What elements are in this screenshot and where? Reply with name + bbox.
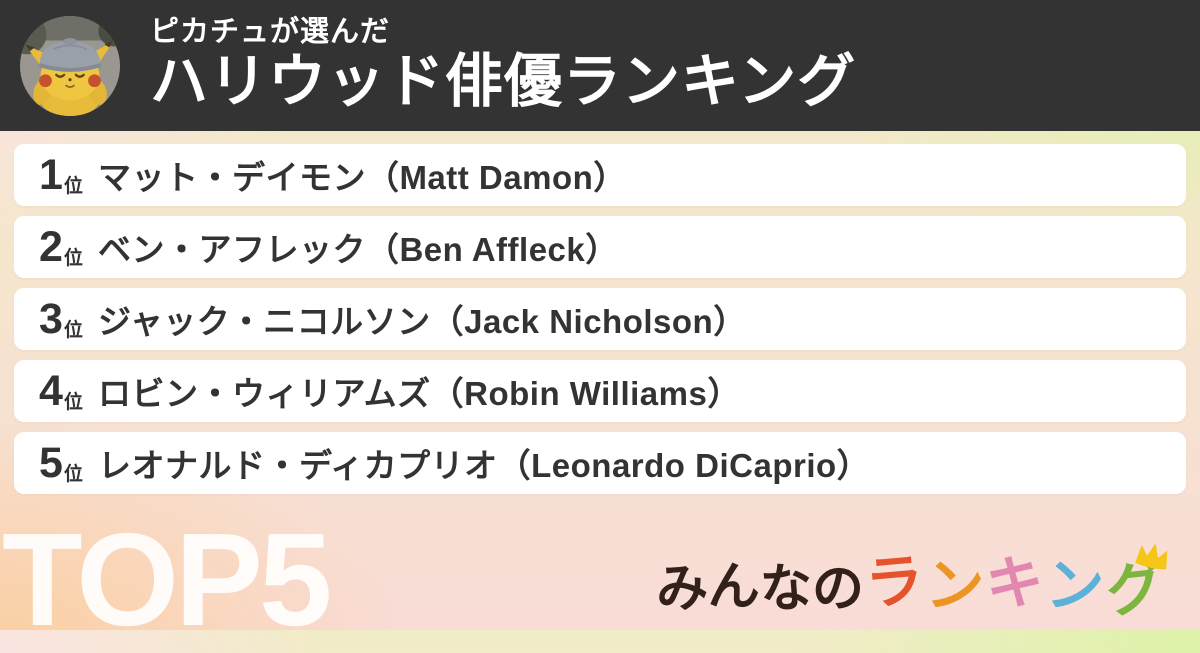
- pikachu-avatar[interactable]: [19, 15, 121, 117]
- logo-character: ん: [706, 557, 761, 617]
- page-title: ハリウッド俳優ランキング: [150, 48, 857, 114]
- ranking-row[interactable]: 4 位 ロビン・ウィリアムズ（Robin Williams）: [14, 360, 1186, 422]
- logo-character: ン: [924, 552, 986, 621]
- logo-text: みんなのランキング: [654, 548, 1168, 625]
- header-text: ピカチュが選んだ ハリウッド俳優ランキング: [150, 16, 856, 114]
- actor-name: ジャック・ニコルソン（Jack Nicholson）: [97, 303, 747, 340]
- rank-number: 1: [39, 150, 63, 199]
- rank-unit-label: 位: [63, 463, 83, 485]
- rank-unit-label: 位: [63, 175, 83, 197]
- rank-number: 3: [39, 294, 63, 343]
- ranking-row[interactable]: 1 位 マット・デイモン（Matt Damon）: [14, 144, 1186, 206]
- logo-character: ラ: [862, 547, 927, 618]
- ranking-author-subtitle: ピカチュが選んだ: [150, 16, 391, 49]
- logo-character: キ: [983, 549, 1046, 618]
- logo-character: な: [758, 559, 813, 619]
- rank-unit-label: 位: [63, 391, 83, 413]
- crown-icon: [1135, 543, 1168, 570]
- logo-character: の: [810, 559, 865, 619]
- logo-character: ン: [1044, 552, 1106, 621]
- actor-name: ロビン・ウィリアムズ（Robin Williams）: [97, 375, 741, 412]
- actor-name: レオナルド・ディカプリオ（Leonardo DiCaprio）: [97, 447, 871, 484]
- rank-unit-label: 位: [63, 319, 83, 341]
- rank-number: 5: [39, 438, 63, 487]
- rank-number: 4: [39, 366, 63, 415]
- ranking-row[interactable]: 3 位 ジャック・ニコルソン（Jack Nicholson）: [14, 288, 1186, 350]
- ranking-list: 1 位 マット・デイモン（Matt Damon） 2 位 ベン・アフレック（Be…: [14, 144, 1186, 504]
- pikachu-avatar-image: [19, 15, 121, 116]
- logo-character: み: [654, 559, 709, 619]
- minna-no-ranking-logo[interactable]: みんなのランキング: [654, 543, 1168, 625]
- actor-name: ベン・アフレック（Ben Affleck）: [97, 231, 619, 268]
- ranking-row[interactable]: 5 位 レオナルド・ディカプリオ（Leonardo DiCaprio）: [14, 432, 1186, 494]
- top5-watermark: TOP5: [2, 506, 332, 653]
- rank-unit-label: 位: [63, 247, 83, 269]
- ranking-row[interactable]: 2 位 ベン・アフレック（Ben Affleck）: [14, 216, 1186, 278]
- rank-number: 2: [39, 222, 63, 271]
- actor-name: マット・デイモン（Matt Damon）: [97, 159, 627, 196]
- header: ピカチュが選んだ ハリウッド俳優ランキング: [0, 0, 1200, 131]
